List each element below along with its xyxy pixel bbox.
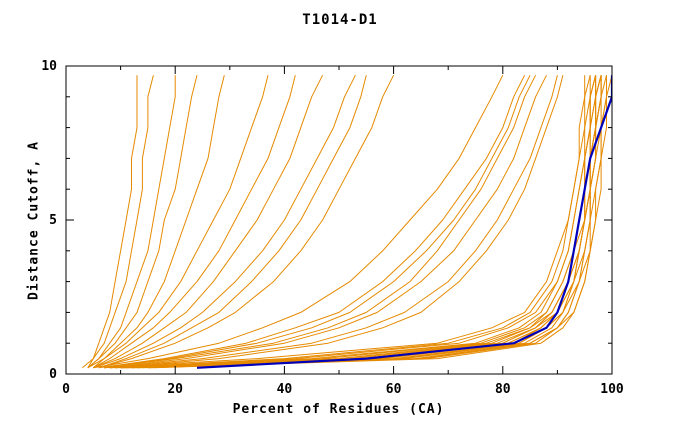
model-curve <box>115 75 564 369</box>
model-curve <box>93 74 324 369</box>
model-curve <box>104 74 537 369</box>
model-curve <box>104 75 586 369</box>
x-tick-label: 0 <box>62 382 70 397</box>
curves-group <box>82 74 612 369</box>
model-curve <box>109 74 547 369</box>
model-curve <box>109 75 558 369</box>
model-curve <box>87 75 176 369</box>
model-curve <box>82 75 138 369</box>
model-curve <box>104 74 531 369</box>
y-tick-label: 5 <box>49 213 57 228</box>
model-curve <box>98 74 526 369</box>
model-curve <box>92 75 225 369</box>
y-tick-label: 10 <box>41 59 57 74</box>
chart-title: T1014-D1 <box>302 12 378 28</box>
x-tick-label: 100 <box>600 382 624 397</box>
x-tick-label: 20 <box>167 382 183 397</box>
model-curve <box>98 75 367 369</box>
x-axis-label: Percent of Residues (CA) <box>232 402 445 417</box>
model-curve <box>131 75 597 369</box>
model-curve <box>115 75 591 369</box>
model-curve <box>87 75 198 369</box>
model-curve <box>93 74 356 369</box>
model-curve <box>93 75 296 369</box>
model-curve <box>87 75 269 369</box>
y-tick-label: 0 <box>49 367 57 382</box>
model-curve <box>98 74 395 369</box>
x-tick-label: 40 <box>277 382 293 397</box>
model-curve <box>87 75 154 369</box>
x-tick-label: 60 <box>386 382 402 397</box>
model-curve <box>153 75 612 369</box>
x-tick-label: 80 <box>495 382 511 397</box>
model-curve <box>93 74 504 369</box>
highlighted-curve <box>196 75 612 369</box>
model-curve <box>120 75 602 369</box>
model-curve <box>136 75 602 369</box>
